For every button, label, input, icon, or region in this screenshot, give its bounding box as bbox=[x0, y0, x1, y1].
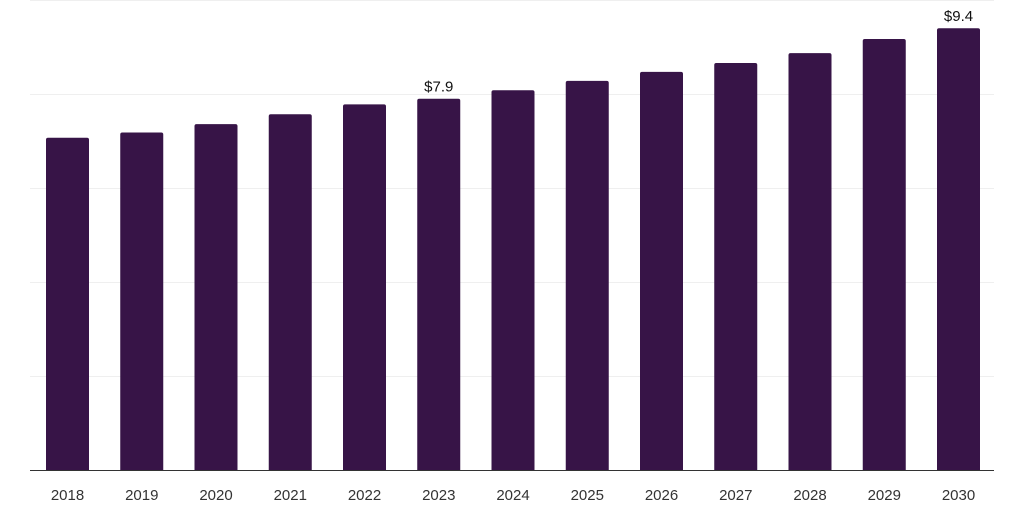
x-tick-label-2018: 2018 bbox=[51, 487, 84, 504]
x-tick-label-2024: 2024 bbox=[496, 487, 529, 504]
data-labels: $7.9 $9.4 bbox=[424, 8, 973, 96]
bar-2022[interactable] bbox=[343, 104, 386, 470]
bar-2027[interactable] bbox=[714, 62, 758, 470]
bar-2019[interactable] bbox=[120, 132, 164, 471]
x-tick-label-2026: 2026 bbox=[645, 487, 678, 504]
data-label-2030: $9.4 bbox=[944, 8, 973, 25]
x-tick-labels: 2018 2019 2020 2021 2022 2023 2024 2025 2026 2027… bbox=[51, 487, 975, 504]
bar-2026[interactable] bbox=[640, 71, 683, 470]
bar-2024[interactable] bbox=[491, 90, 535, 471]
x-tick-label-2020: 2020 bbox=[199, 487, 232, 504]
bar-2025[interactable] bbox=[565, 80, 609, 470]
bar-2023[interactable] bbox=[417, 98, 461, 470]
bars bbox=[46, 28, 980, 471]
x-tick-label-2028: 2028 bbox=[793, 487, 826, 504]
x-tick-label-2021: 2021 bbox=[274, 487, 307, 504]
bar-2020[interactable] bbox=[194, 124, 238, 470]
x-tick-label-2027: 2027 bbox=[719, 487, 752, 504]
x-tick-label-2022: 2022 bbox=[348, 487, 381, 504]
data-label-2023: $7.9 bbox=[424, 79, 453, 96]
x-tick-label-2025: 2025 bbox=[571, 487, 604, 504]
bar-2018[interactable] bbox=[46, 137, 89, 470]
bar-2030[interactable] bbox=[937, 28, 980, 470]
bar-2021[interactable] bbox=[268, 114, 312, 471]
bar-2028[interactable] bbox=[788, 53, 832, 471]
x-tick-label-2030: 2030 bbox=[942, 487, 975, 504]
x-tick-label-2029: 2029 bbox=[868, 487, 901, 504]
x-tick-label-2019: 2019 bbox=[125, 487, 158, 504]
bar-2029[interactable] bbox=[862, 39, 906, 470]
x-tick-label-2023: 2023 bbox=[422, 487, 455, 504]
